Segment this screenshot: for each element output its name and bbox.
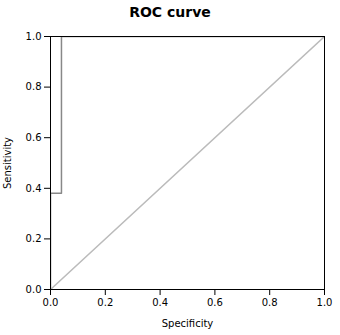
svg-text:0.6: 0.6: [207, 297, 223, 308]
svg-text:1.0: 1.0: [26, 31, 42, 42]
svg-text:0.2: 0.2: [26, 233, 42, 244]
svg-text:Sensitivity: Sensitivity: [2, 137, 13, 189]
svg-text:0.6: 0.6: [26, 132, 42, 143]
svg-text:0.4: 0.4: [152, 297, 168, 308]
svg-text:0.2: 0.2: [97, 297, 113, 308]
svg-text:0.8: 0.8: [262, 297, 278, 308]
svg-text:0.8: 0.8: [26, 81, 42, 92]
html-text:ROC curve: ROC curve: [129, 4, 211, 20]
svg-text:1.0: 1.0: [317, 297, 333, 308]
svg-text:0.0: 0.0: [26, 284, 42, 295]
svg-text:Specificity: Specificity: [162, 318, 214, 329]
svg-text:0.4: 0.4: [26, 183, 42, 194]
svg-text:0.0: 0.0: [43, 297, 59, 308]
